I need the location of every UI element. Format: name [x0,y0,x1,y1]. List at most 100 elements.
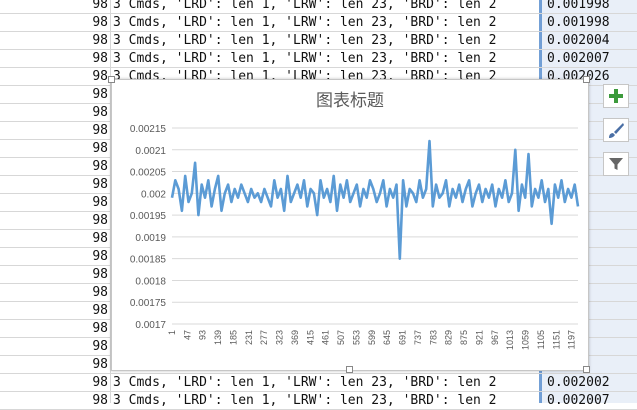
cell-command-text[interactable]: 3 Cmds, 'LRD': len 1, 'LRW': len 23, 'BR… [113,33,497,48]
line-chart: 0.0017 0.00175 0.0018 0.00185 0.0019 0.00195 0… [130,124,580,350]
cell-value[interactable]: 0.001998 [547,15,610,30]
x-tick-label: 93 [198,330,208,340]
y-tick-label: 0.00195 [130,211,167,222]
chart-filters-button[interactable] [603,152,629,176]
x-tick-label: 369 [290,330,300,345]
cell-command-text[interactable]: 3 Cmds, 'LRD': len 1, 'LRW': len 23, 'BR… [113,51,497,66]
cell-row-number[interactable]: 98 [92,285,108,300]
cell-row-number[interactable]: 98 [92,231,108,246]
cell-row-number[interactable]: 98 [92,141,108,156]
x-tick-label: 1059 [521,330,531,350]
row-gridline [0,31,637,32]
y-tick-label: 0.00185 [130,255,167,266]
x-tick-label: 323 [275,330,285,345]
chart-elements-button[interactable] [603,84,629,108]
x-tick-label: 415 [305,330,315,345]
series-line[interactable] [170,139,580,260]
x-tick-label: 47 [182,330,192,340]
cell-row-number[interactable]: 98 [92,213,108,228]
table-row[interactable]: 98 3 Cmds, 'LRD': len 1, 'LRW': len 23, '… [0,374,637,392]
cell-value[interactable]: 0.002007 [547,393,610,408]
y-tick-label: 0.0017 [135,320,166,331]
x-tick-label: 507 [336,330,346,345]
cell-row-number[interactable]: 98 [92,123,108,138]
cell-value[interactable]: 0.002002 [547,375,610,390]
y-tick-label: 0.0018 [135,276,166,287]
cell-command-text[interactable]: 3 Cmds, 'LRD': len 1, 'LRW': len 23, 'BR… [113,15,497,30]
cell-row-number[interactable]: 98 [92,159,108,174]
cell-row-number[interactable]: 98 [92,393,108,408]
cell-row-number[interactable]: 98 [92,177,108,192]
x-tick-label: 691 [398,330,408,345]
row-gridline [0,13,637,14]
plus-icon [609,89,623,103]
table-row[interactable]: 98 3 Cmds, 'LRD': len 1, 'LRW': len 23, '… [0,50,637,68]
y-tick-label: 0.00215 [130,124,167,135]
x-tick-label: 921 [474,330,484,345]
row-gridline [0,67,637,68]
x-tick-label: 1105 [536,330,546,349]
x-tick-label: 1 [167,330,177,335]
x-tick-label: 599 [367,330,377,345]
cell-row-number[interactable]: 98 [92,87,108,102]
y-tick-label: 0.002 [141,189,166,200]
row-gridline [0,373,637,374]
x-tick-label: 1013 [505,330,515,350]
cell-value[interactable]: 0.002004 [547,33,610,48]
table-row[interactable]: 98 3 Cmds, 'LRD': len 1, 'LRW': len 23, '… [0,14,637,32]
cell-row-number[interactable]: 98 [92,375,108,390]
table-row[interactable]: 98 3 Cmds, 'LRD': len 1, 'LRW': len 23, '… [0,392,637,410]
x-tick-label: 875 [459,330,469,345]
x-tick-label: 737 [413,330,423,345]
y-tick-label: 0.00175 [130,298,167,309]
y-tick-label: 0.0019 [135,233,166,244]
x-tick-label: 231 [244,330,254,345]
cell-row-number[interactable]: 98 [92,33,108,48]
chart-resize-handle[interactable] [346,366,353,373]
y-tick-label: 0.0021 [135,146,166,157]
table-row[interactable]: 98 3 Cmds, 'LRD': len 1, 'LRW': len 23, '… [0,0,637,14]
x-tick-label: 553 [351,330,361,345]
x-tick-label: 461 [321,330,331,345]
cell-row-number[interactable]: 98 [92,51,108,66]
cell-command-text[interactable]: 3 Cmds, 'LRD': len 1, 'LRW': len 23, 'BR… [113,393,497,408]
x-tick-label: 783 [428,330,438,345]
cell-row-number[interactable]: 98 [92,267,108,282]
x-tick-label: 967 [490,330,500,345]
chart-styles-button[interactable] [603,118,629,142]
cell-row-number[interactable]: 98 [92,303,108,318]
row-gridline [0,49,637,50]
cell-row-number[interactable]: 98 [92,339,108,354]
filter-icon [609,158,623,170]
chart-resize-handle[interactable] [583,76,590,83]
cell-row-number[interactable]: 98 [92,357,108,372]
cell-row-number[interactable]: 98 [92,0,108,12]
brush-icon [609,123,624,138]
cell-row-number[interactable]: 98 [92,15,108,30]
cell-row-number[interactable]: 98 [92,321,108,336]
x-tick-label: 185 [228,330,238,345]
y-tick-label: 0.00205 [130,168,167,179]
x-tick-label: 645 [382,330,392,345]
cell-row-number[interactable]: 98 [92,195,108,210]
cell-row-number[interactable]: 98 [92,105,108,120]
x-tick-label: 1151 [551,330,561,349]
chart-area[interactable]: 图表标题 0.0017 0.00175 0.0018 0.00185 0.0019 0.0… [111,79,589,371]
row-gridline [0,391,637,392]
cell-value[interactable]: 0.002007 [547,51,610,66]
x-tick-label: 1197 [567,330,577,349]
cell-command-text[interactable]: 3 Cmds, 'LRD': len 1, 'LRW': len 23, 'BR… [113,0,497,12]
table-row[interactable]: 98 3 Cmds, 'LRD': len 1, 'LRW': len 23, '… [0,32,637,50]
cell-value[interactable]: 0.001998 [547,0,610,12]
column-divider [110,0,111,403]
chart-resize-handle[interactable] [108,76,115,83]
cell-command-text[interactable]: 3 Cmds, 'LRD': len 1, 'LRW': len 23, 'BR… [113,375,497,390]
x-tick-label: 139 [213,330,223,345]
cell-row-number[interactable]: 98 [92,249,108,264]
chart-title[interactable]: 图表标题 [316,91,384,111]
cell-row-number[interactable]: 98 [92,69,108,84]
chart-resize-handle[interactable] [583,366,590,373]
x-tick-label: 829 [444,330,454,345]
x-tick-label: 277 [259,330,269,345]
